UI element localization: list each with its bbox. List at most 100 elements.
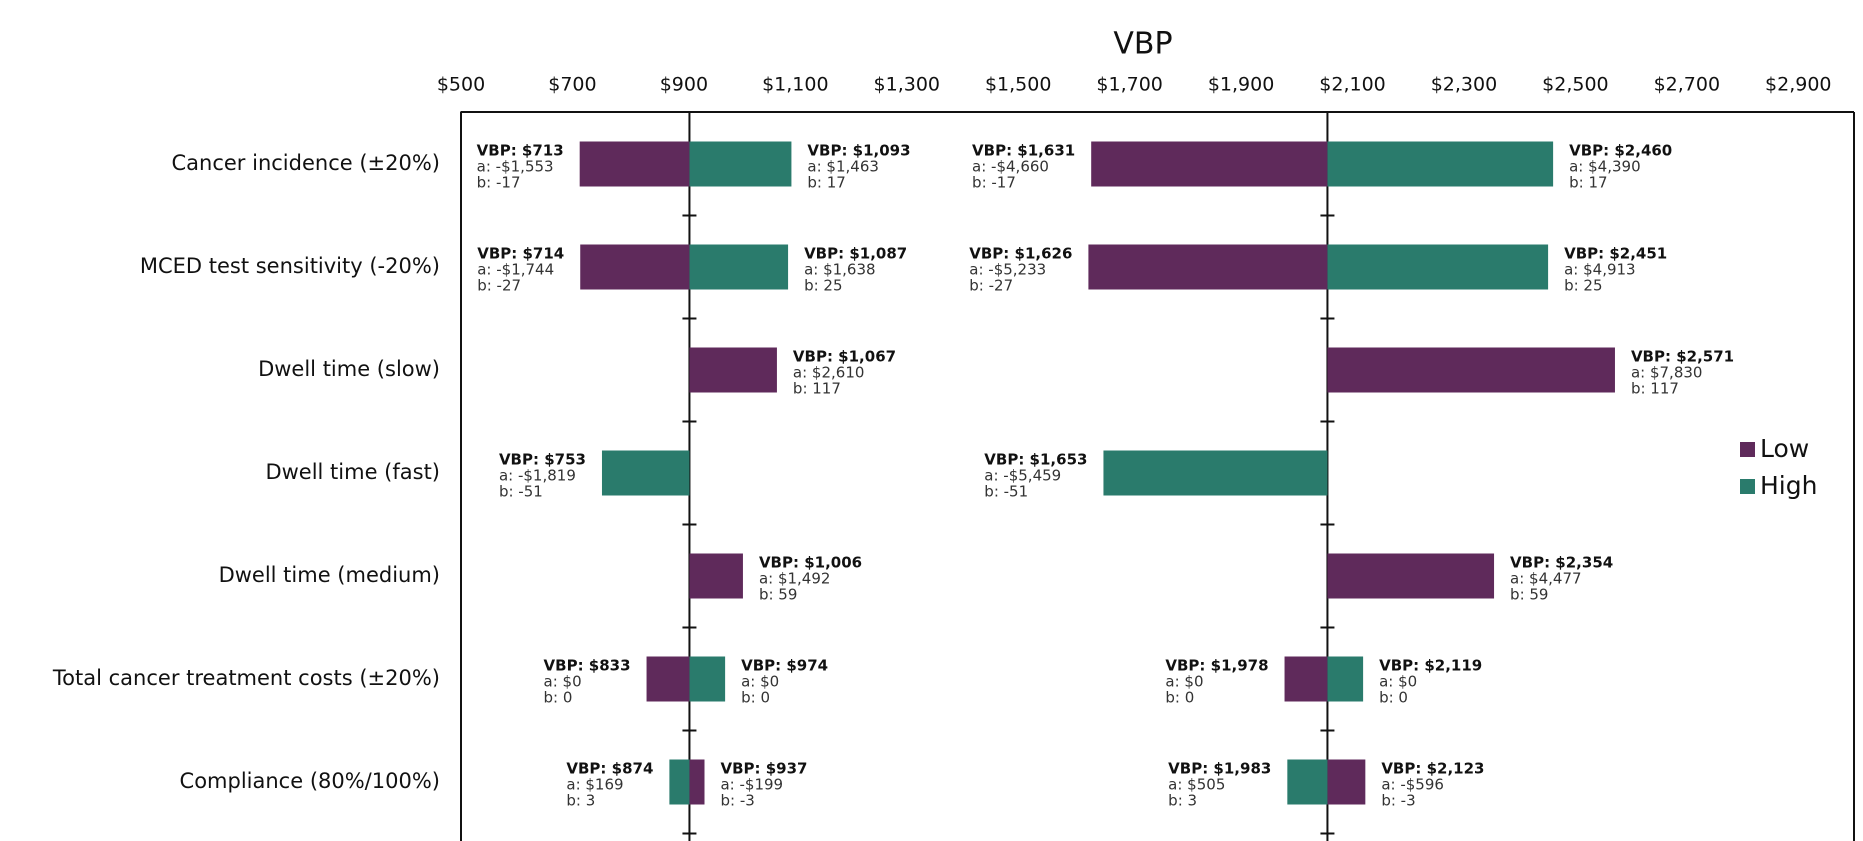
b-label: b: -27 xyxy=(969,277,1013,295)
a-label: a: $0 xyxy=(1165,673,1203,691)
x-tick-label: $900 xyxy=(660,74,708,96)
a-label: a: $4,477 xyxy=(1510,570,1582,588)
b-label: b: 117 xyxy=(1631,380,1679,398)
category-label: MCED test sensitivity (-20%) xyxy=(140,254,440,278)
value-label: VBP: $1,093 xyxy=(807,142,910,160)
bar xyxy=(689,759,705,805)
category-label: Total cancer treatment costs (±20%) xyxy=(52,666,440,690)
a-label: a: -$5,233 xyxy=(969,261,1046,279)
value-label: VBP: $2,119 xyxy=(1379,657,1482,675)
a-label: a: -$1,819 xyxy=(499,467,576,485)
x-tick-label: $1,300 xyxy=(874,74,940,96)
b-label: b: 17 xyxy=(807,174,845,192)
bar xyxy=(1327,553,1495,599)
value-label: VBP: $2,354 xyxy=(1510,554,1613,572)
b-label: b: -17 xyxy=(477,174,521,192)
bar xyxy=(689,553,743,599)
x-tick-label: $1,700 xyxy=(1096,74,1162,96)
a-label: a: -$1,553 xyxy=(477,158,554,176)
value-label: VBP: $2,123 xyxy=(1381,760,1484,778)
b-label: b: -17 xyxy=(972,174,1016,192)
a-label: a: $505 xyxy=(1168,776,1225,794)
value-label: VBP: $1,067 xyxy=(793,348,896,366)
value-label: VBP: $974 xyxy=(741,657,828,675)
a-label: a: -$596 xyxy=(1381,776,1444,794)
bar xyxy=(1088,244,1328,290)
x-tick-label: $1,900 xyxy=(1208,74,1274,96)
value-label: VBP: $833 xyxy=(544,657,631,675)
a-label: a: $7,830 xyxy=(1631,364,1703,382)
value-label: VBP: $753 xyxy=(499,451,586,469)
bar xyxy=(1091,141,1328,187)
b-label: b: -27 xyxy=(477,277,521,295)
value-label: VBP: $1,006 xyxy=(759,554,862,572)
b-label: b: -51 xyxy=(984,483,1028,501)
b-label: b: 0 xyxy=(1379,689,1408,707)
x-tick-label: $1,500 xyxy=(985,74,1051,96)
b-label: b: 117 xyxy=(793,380,841,398)
legend-swatch xyxy=(1740,442,1755,457)
a-label: a: $169 xyxy=(566,776,623,794)
b-label: b: 59 xyxy=(1510,586,1548,604)
b-label: b: 17 xyxy=(1569,174,1607,192)
value-label: VBP: $874 xyxy=(566,760,653,778)
x-tick-label: $1,100 xyxy=(762,74,828,96)
bar xyxy=(689,347,777,393)
bar xyxy=(689,141,792,187)
x-tick-label: $700 xyxy=(548,74,596,96)
category-label: Dwell time (fast) xyxy=(265,460,440,484)
x-tick-label: $2,900 xyxy=(1765,74,1831,96)
a-label: a: $0 xyxy=(1379,673,1417,691)
value-label: VBP: $1,978 xyxy=(1165,657,1268,675)
x-tick-label: $2,700 xyxy=(1654,74,1720,96)
b-label: b: -51 xyxy=(499,483,543,501)
bar xyxy=(689,244,789,290)
bar xyxy=(1327,141,1554,187)
value-label: VBP: $1,653 xyxy=(984,451,1087,469)
value-label: VBP: $714 xyxy=(477,245,564,263)
category-label: Compliance (80%/100%) xyxy=(180,769,440,793)
category-label: Dwell time (medium) xyxy=(219,563,440,587)
bar xyxy=(1284,656,1328,702)
a-label: a: $1,463 xyxy=(807,158,879,176)
value-label: VBP: $713 xyxy=(477,142,564,160)
b-label: b: 3 xyxy=(1168,792,1197,810)
value-label: VBP: $2,460 xyxy=(1569,142,1672,160)
b-label: b: -3 xyxy=(1381,792,1415,810)
bar xyxy=(689,656,726,702)
bar xyxy=(580,244,690,290)
x-tick-label: $500 xyxy=(437,74,485,96)
value-label: VBP: $1,983 xyxy=(1168,760,1271,778)
bar xyxy=(1327,656,1364,702)
a-label: a: -$1,744 xyxy=(477,261,554,279)
bar xyxy=(1103,450,1328,496)
legend-swatch xyxy=(1740,479,1755,494)
bar xyxy=(646,656,690,702)
category-label: Dwell time (slow) xyxy=(258,357,440,381)
value-label: VBP: $1,631 xyxy=(972,142,1075,160)
x-tick-label: $2,300 xyxy=(1431,74,1497,96)
chart-title: VBP xyxy=(1113,27,1172,62)
a-label: a: $1,492 xyxy=(759,570,831,588)
a-label: a: $0 xyxy=(544,673,582,691)
a-label: a: $0 xyxy=(741,673,779,691)
value-label: VBP: $937 xyxy=(720,760,807,778)
a-label: a: -$5,459 xyxy=(984,467,1061,485)
legend-label: High xyxy=(1760,471,1817,500)
value-label: VBP: $2,451 xyxy=(1564,245,1667,263)
a-label: a: -$4,660 xyxy=(972,158,1049,176)
bar xyxy=(1287,759,1328,805)
value-label: VBP: $1,626 xyxy=(969,245,1072,263)
a-label: a: $1,638 xyxy=(804,261,876,279)
b-label: b: -3 xyxy=(720,792,754,810)
bar xyxy=(1327,244,1549,290)
bar xyxy=(1327,759,1366,805)
a-label: a: -$199 xyxy=(720,776,783,794)
a-label: a: $4,390 xyxy=(1569,158,1641,176)
x-tick-label: $2,500 xyxy=(1542,74,1608,96)
a-label: a: $2,610 xyxy=(793,364,865,382)
value-label: VBP: $2,571 xyxy=(1631,348,1734,366)
b-label: b: 25 xyxy=(1564,277,1602,295)
b-label: b: 0 xyxy=(1165,689,1194,707)
a-label: a: $4,913 xyxy=(1564,261,1636,279)
